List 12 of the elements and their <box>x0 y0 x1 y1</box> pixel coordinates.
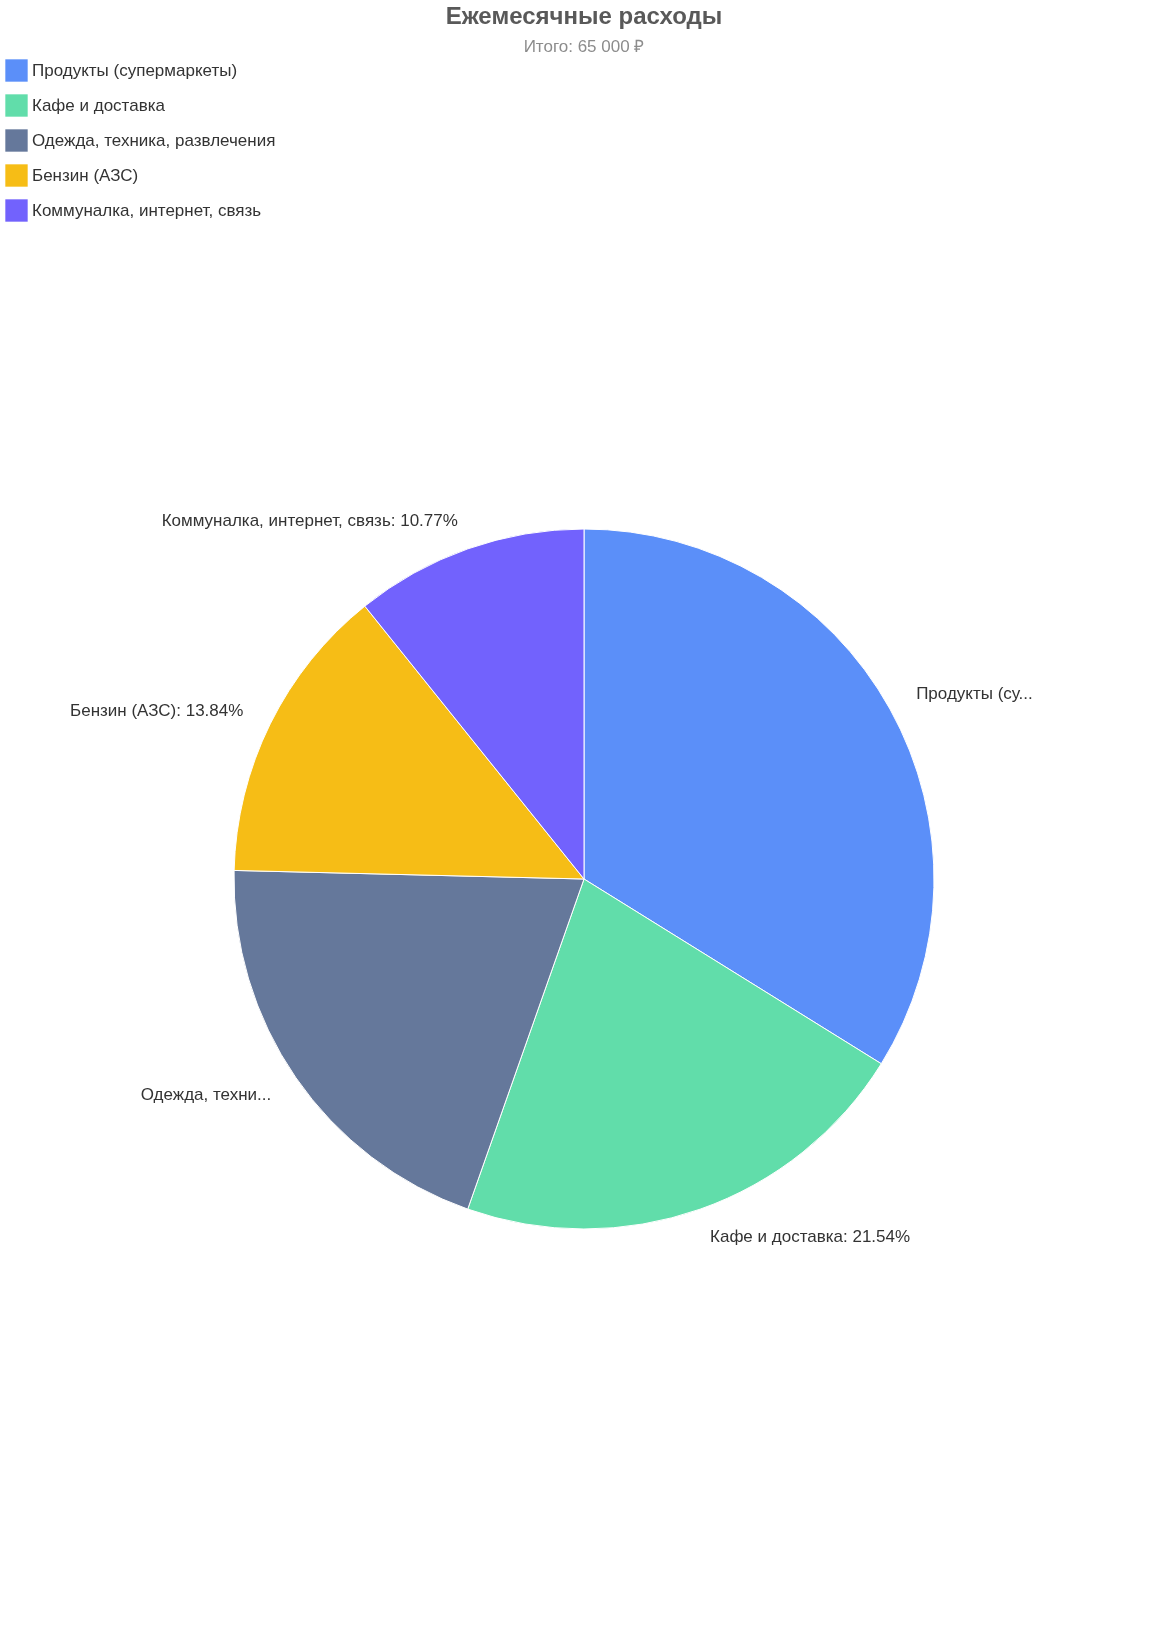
data-label: Продукты (су... <box>916 684 1033 704</box>
data-label: Кафе и доставка: 21.54% <box>710 1227 911 1247</box>
legend-label: Бензин (АЗС) <box>32 165 139 185</box>
data-label: Одежда, техни... <box>140 1084 272 1104</box>
legend-label: Коммуналка, интернет, связь <box>32 200 262 220</box>
chart-title: Ежемесячные расходы <box>445 2 723 29</box>
legend-label: Продукты (супермаркеты) <box>32 60 238 80</box>
legend-label: Кафе и доставка <box>32 95 166 115</box>
legend-label: Одежда, техника, развлечения <box>32 130 276 150</box>
chart-subtitle: Итого: 65 000 ₽ <box>523 37 645 56</box>
data-label: Бензин (АЗС): 13.84% <box>70 700 244 720</box>
data-label: Коммуналка, интернет, связь: 10.77% <box>161 510 458 530</box>
